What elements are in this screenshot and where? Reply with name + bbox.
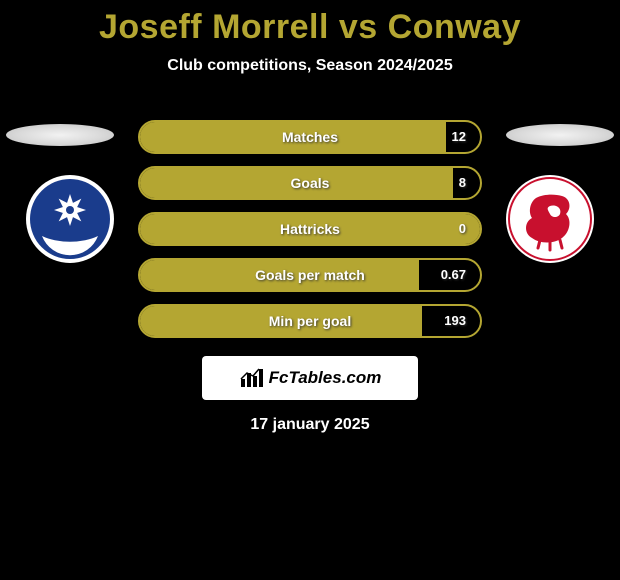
subtitle: Club competitions, Season 2024/2025	[0, 57, 620, 75]
stat-row: Goals per match0.67	[138, 258, 482, 292]
bar-chart-icon	[239, 367, 265, 389]
stat-row: Hattricks0	[138, 212, 482, 246]
page-title: Joseff Morrell vs Conway	[0, 0, 620, 47]
stat-row: Min per goal193	[138, 304, 482, 338]
stat-bar: Goals per match0.67	[138, 258, 482, 292]
stat-bar: Hattricks0	[138, 212, 482, 246]
stat-bar: Goals8	[138, 166, 482, 200]
stat-label: Goals per match	[140, 260, 480, 290]
snapshot-date: 17 january 2025	[0, 416, 620, 434]
stat-value: 12	[452, 122, 466, 152]
stat-label: Matches	[140, 122, 480, 152]
stat-value: 0	[459, 214, 466, 244]
stat-value: 0.67	[441, 260, 466, 290]
stat-bar: Matches12	[138, 120, 482, 154]
stats-area: Matches12 Goals8 Hattricks0 Goals per match…	[0, 120, 620, 434]
stat-value: 8	[459, 168, 466, 198]
stat-label: Min per goal	[140, 306, 480, 336]
stat-bar: Min per goal193	[138, 304, 482, 338]
source-badge-label: FcTables.com	[269, 368, 382, 388]
stat-label: Goals	[140, 168, 480, 198]
stat-value: 193	[444, 306, 466, 336]
source-badge[interactable]: FcTables.com	[202, 356, 418, 400]
stat-label: Hattricks	[140, 214, 480, 244]
comparison-card: Joseff Morrell vs Conway Club competitio…	[0, 0, 620, 580]
stat-row: Goals8	[138, 166, 482, 200]
stat-row: Matches12	[138, 120, 482, 154]
